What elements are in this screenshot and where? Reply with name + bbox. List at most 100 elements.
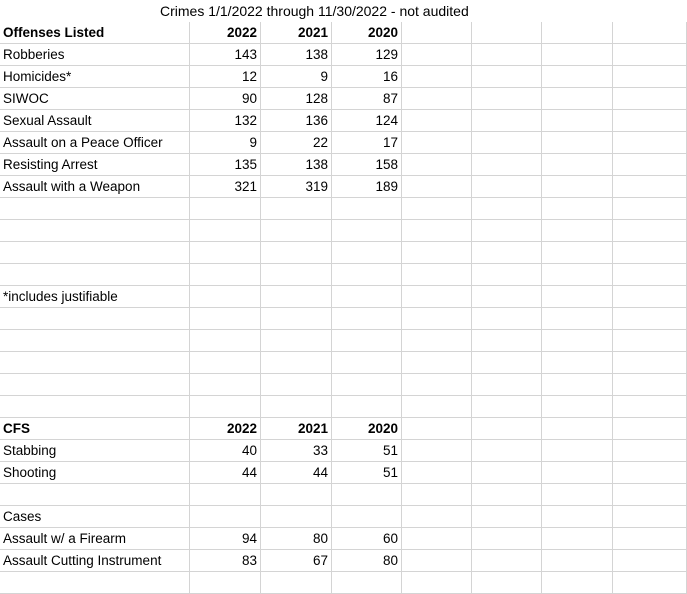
grid-cell[interactable]	[613, 352, 687, 374]
grid-cell[interactable]	[542, 154, 613, 176]
grid-cell[interactable]	[190, 506, 261, 528]
grid-cell[interactable]	[472, 154, 542, 176]
grid-cell[interactable]	[402, 308, 472, 330]
grid-cell[interactable]	[613, 440, 687, 462]
grid-cell[interactable]	[190, 220, 261, 242]
grid-cell[interactable]	[190, 242, 261, 264]
grid-cell[interactable]	[332, 396, 402, 418]
grid-cell[interactable]	[0, 396, 190, 418]
column-header-year[interactable]: 2021	[261, 22, 332, 44]
grid-cell[interactable]	[472, 528, 542, 550]
grid-cell[interactable]	[613, 176, 687, 198]
grid-cell[interactable]	[402, 176, 472, 198]
grid-cell[interactable]	[542, 242, 613, 264]
row-label[interactable]: SIWOC	[0, 88, 190, 110]
grid-cell[interactable]	[542, 330, 613, 352]
value-cell[interactable]: 51	[332, 440, 402, 462]
grid-cell[interactable]	[472, 374, 542, 396]
column-header-label[interactable]: Offenses Listed	[0, 22, 190, 44]
grid-cell[interactable]	[402, 66, 472, 88]
value-cell[interactable]: 158	[332, 154, 402, 176]
grid-cell[interactable]	[402, 220, 472, 242]
column-header-year[interactable]: 2020	[332, 418, 402, 440]
grid-cell[interactable]	[542, 440, 613, 462]
grid-cell[interactable]	[261, 220, 332, 242]
grid-cell[interactable]	[402, 198, 472, 220]
grid-cell[interactable]	[542, 462, 613, 484]
value-cell[interactable]: 132	[190, 110, 261, 132]
grid-cell[interactable]	[542, 550, 613, 572]
grid-cell[interactable]	[542, 110, 613, 132]
row-label[interactable]: Robberies	[0, 44, 190, 66]
grid-cell[interactable]	[402, 286, 472, 308]
row-label[interactable]: Homicides*	[0, 66, 190, 88]
grid-cell[interactable]	[190, 484, 261, 506]
grid-cell[interactable]	[402, 462, 472, 484]
value-cell[interactable]: 138	[261, 44, 332, 66]
value-cell[interactable]: 44	[190, 462, 261, 484]
grid-cell[interactable]	[613, 330, 687, 352]
grid-cell[interactable]	[0, 198, 190, 220]
grid-cell[interactable]	[542, 374, 613, 396]
grid-cell[interactable]	[613, 220, 687, 242]
grid-cell[interactable]	[613, 110, 687, 132]
row-label[interactable]: Assault on a Peace Officer	[0, 132, 190, 154]
grid-cell[interactable]	[261, 572, 332, 594]
value-cell[interactable]: 40	[190, 440, 261, 462]
grid-cell[interactable]	[613, 506, 687, 528]
value-cell[interactable]: 17	[332, 132, 402, 154]
grid-cell[interactable]	[472, 308, 542, 330]
value-cell[interactable]: 87	[332, 88, 402, 110]
grid-cell[interactable]	[261, 352, 332, 374]
grid-cell[interactable]	[332, 484, 402, 506]
value-cell[interactable]: 129	[332, 44, 402, 66]
grid-cell[interactable]	[0, 308, 190, 330]
row-label[interactable]: Resisting Arrest	[0, 154, 190, 176]
grid-cell[interactable]	[613, 572, 687, 594]
column-header-year[interactable]: 2022	[190, 22, 261, 44]
grid-cell[interactable]	[332, 286, 402, 308]
grid-cell[interactable]	[542, 176, 613, 198]
grid-cell[interactable]	[613, 374, 687, 396]
grid-cell[interactable]	[261, 264, 332, 286]
grid-cell[interactable]	[261, 484, 332, 506]
value-cell[interactable]: 128	[261, 88, 332, 110]
grid-cell[interactable]	[402, 528, 472, 550]
grid-cell[interactable]	[472, 176, 542, 198]
grid-cell[interactable]	[613, 44, 687, 66]
grid-cell[interactable]	[332, 352, 402, 374]
grid-cell[interactable]	[542, 418, 613, 440]
grid-cell[interactable]	[472, 88, 542, 110]
grid-cell[interactable]	[472, 286, 542, 308]
value-cell[interactable]: 136	[261, 110, 332, 132]
grid-cell[interactable]	[472, 396, 542, 418]
grid-cell[interactable]	[472, 110, 542, 132]
grid-cell[interactable]	[542, 44, 613, 66]
grid-cell[interactable]	[332, 374, 402, 396]
grid-cell[interactable]	[472, 418, 542, 440]
column-header-label[interactable]: CFS	[0, 418, 190, 440]
value-cell[interactable]: 9	[261, 66, 332, 88]
grid-cell[interactable]	[613, 550, 687, 572]
grid-cell[interactable]	[472, 550, 542, 572]
grid-cell[interactable]	[542, 572, 613, 594]
value-cell[interactable]: 124	[332, 110, 402, 132]
value-cell[interactable]: 9	[190, 132, 261, 154]
column-header-year[interactable]: 2022	[190, 418, 261, 440]
value-cell[interactable]: 80	[332, 550, 402, 572]
cases-label[interactable]: Cases	[0, 506, 190, 528]
grid-cell[interactable]	[613, 418, 687, 440]
grid-cell[interactable]	[542, 22, 613, 44]
grid-cell[interactable]	[472, 66, 542, 88]
grid-cell[interactable]	[332, 198, 402, 220]
grid-cell[interactable]	[332, 308, 402, 330]
grid-cell[interactable]	[402, 572, 472, 594]
grid-cell[interactable]	[261, 198, 332, 220]
row-label[interactable]: Sexual Assault	[0, 110, 190, 132]
grid-cell[interactable]	[0, 242, 190, 264]
grid-cell[interactable]	[472, 44, 542, 66]
grid-cell[interactable]	[542, 264, 613, 286]
grid-cell[interactable]	[0, 330, 190, 352]
grid-cell[interactable]	[613, 22, 687, 44]
grid-cell[interactable]	[190, 286, 261, 308]
